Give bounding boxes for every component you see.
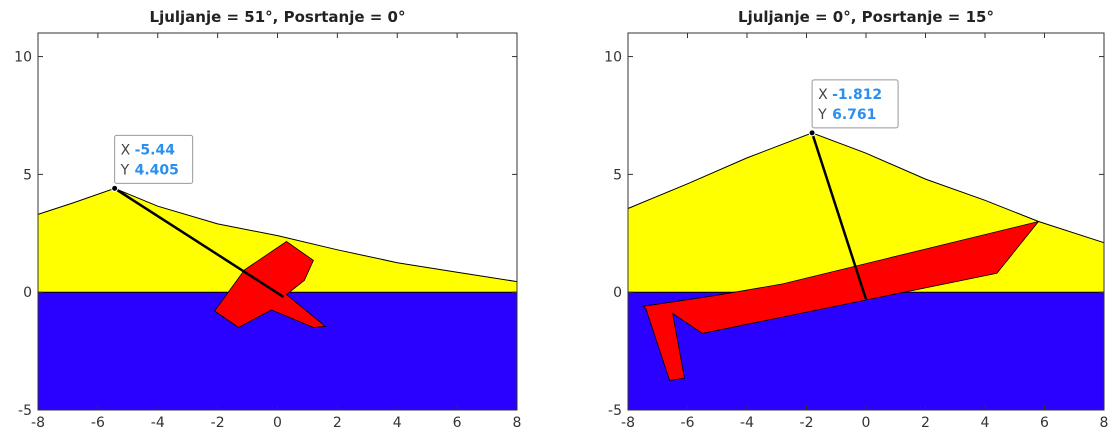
left-axes-title: Ljuljanje = 51°, Posrtanje = 0° [150,8,406,26]
x-tick-label: -2 [211,415,225,431]
datatip-marker[interactable] [111,184,119,192]
x-tick-label: -2 [800,415,814,431]
y-tick-label: 10 [14,50,32,66]
x-tick-label: -4 [740,415,754,431]
x-tick-label: -8 [621,415,635,431]
datatip-y-value: 6.761 [832,107,876,123]
x-tick-label: 2 [333,415,342,431]
mast-line [810,132,868,300]
right-axes-title: Ljuljanje = 0°, Posrtanje = 15° [738,8,994,26]
x-tick-label: -6 [681,415,695,431]
y-tick-label: 10 [604,50,622,66]
datatip[interactable]: X -5.44 Y 4.405 [114,134,194,184]
x-tick-label: -6 [91,415,105,431]
y-tick-label: 0 [613,285,622,301]
x-tick-label: -4 [151,415,165,431]
datatip-y-label: Y [120,162,130,178]
datatip-box [114,134,194,184]
mast-line [113,187,285,298]
above-water-area [38,188,517,293]
datatip-y-value: 4.405 [135,162,179,178]
x-tick-label: 2 [921,415,930,431]
y-tick-label: -5 [18,403,32,419]
right-axes: -8 -6 -4 -2 0 2 4 6 8 -5 0 5 10 X -1.812 Y 6.761 Ljuljanj… [604,8,1108,431]
datatip-x-value: -1.812 [832,87,882,103]
left-axes: -8 -6 -4 -2 0 2 4 6 8 -5 0 5 10 X -5.44 Y 4.405 Ljuljanje… [14,8,521,431]
hull-shape [214,241,327,328]
datatip[interactable]: X -1.812 Y 6.761 [811,79,899,129]
x-tick-label: 0 [862,415,871,431]
profile-line [627,132,1105,244]
x-tick-label: -8 [31,415,45,431]
datatip-marker[interactable] [808,129,816,137]
datatip-x-value: -5.44 [135,142,176,158]
x-tick-label: 6 [1040,415,1049,431]
x-tick-label: 6 [453,415,462,431]
y-tick-label: 0 [23,285,32,301]
y-tick-label: -5 [608,403,622,419]
x-tick-label: 8 [1100,415,1109,431]
y-tick-label: 5 [613,167,622,183]
datatip-y-label: Y [817,107,827,123]
x-tick-label: 4 [981,415,990,431]
datatip-x-label: X [121,142,131,158]
datatip-box [811,79,899,129]
datatip-x-label: X [818,87,828,103]
y-tick-label: 5 [23,167,32,183]
x-tick-label: 8 [513,415,522,431]
x-tick-label: 0 [273,415,282,431]
hull-shape [641,220,1040,381]
x-tick-label: 4 [393,415,402,431]
profile-line [37,187,518,283]
